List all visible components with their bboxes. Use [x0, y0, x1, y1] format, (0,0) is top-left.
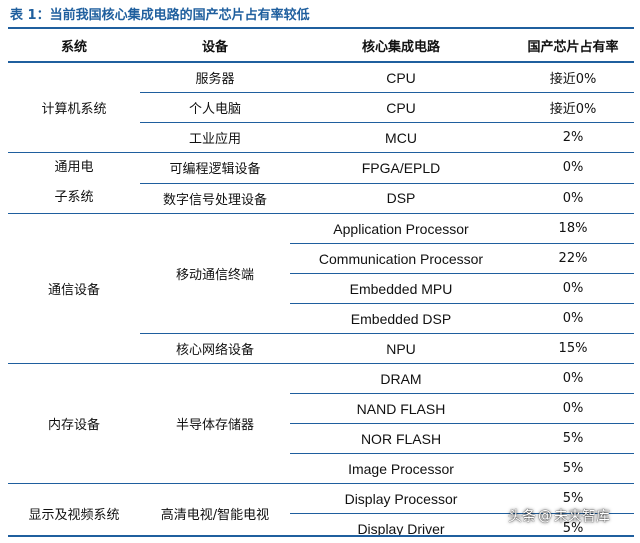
ic-cell: Communication Processor — [290, 244, 512, 274]
ic-cell: NOR FLASH — [290, 424, 512, 454]
ic-cell: Display Processor — [290, 484, 512, 514]
table-row: 内存设备 半导体存储器 DRAM 0% — [8, 364, 634, 394]
ic-cell: Display Driver — [290, 514, 512, 543]
share-cell: 0% — [512, 364, 634, 394]
share-cell: 0% — [512, 394, 634, 424]
device-cell: 数字信号处理设备 — [140, 183, 290, 214]
ic-cell: NPU — [290, 334, 512, 364]
share-cell: 0% — [512, 274, 634, 304]
device-cell: 工业应用 — [140, 123, 290, 153]
ic-cell: Application Processor — [290, 214, 512, 244]
ic-cell: CPU — [290, 62, 512, 93]
ic-cell: Embedded DSP — [290, 304, 512, 334]
table-caption: 表 1：当前我国核心集成电路的国产芯片占有率较低 — [10, 4, 310, 23]
watermark-name: 未来智库 — [554, 506, 610, 526]
device-cell: 半导体存储器 — [140, 364, 290, 484]
device-cell: 核心网络设备 — [140, 334, 290, 364]
device-cell: 移动通信终端 — [140, 214, 290, 334]
share-cell: 0% — [512, 183, 634, 214]
system-cell: 内存设备 — [8, 364, 140, 484]
device-cell: 服务器 — [140, 62, 290, 93]
share-cell: 接近0% — [512, 93, 634, 123]
share-cell: 0% — [512, 153, 634, 184]
header-domestic-share: 国产芯片占有率 — [512, 29, 634, 62]
ic-cell: DSP — [290, 183, 512, 214]
device-cell: 个人电脑 — [140, 93, 290, 123]
table-row: 通信设备 移动通信终端 Application Processor 18% — [8, 214, 634, 244]
share-cell: 15% — [512, 334, 634, 364]
ic-cell: CPU — [290, 93, 512, 123]
ic-cell: Embedded MPU — [290, 274, 512, 304]
system-cell: 通信设备 — [8, 214, 140, 364]
table-row: 通用电子系统 可编程逻辑设备 FPGA/EPLD 0% — [8, 153, 634, 184]
system-cell: 通用电子系统 — [8, 153, 140, 214]
share-cell: 2% — [512, 123, 634, 153]
header-core-ic: 核心集成电路 — [290, 29, 512, 62]
ic-cell: NAND FLASH — [290, 394, 512, 424]
share-cell: 22% — [512, 244, 634, 274]
ic-cell: FPGA/EPLD — [290, 153, 512, 184]
share-cell: 5% — [512, 424, 634, 454]
system-cell: 计算机系统 — [8, 62, 140, 153]
header-device: 设备 — [140, 29, 290, 62]
system-line-1: 通用电 — [54, 160, 93, 175]
share-cell: 0% — [512, 304, 634, 334]
device-cell: 可编程逻辑设备 — [140, 153, 290, 184]
share-cell: 18% — [512, 214, 634, 244]
ic-cell: MCU — [290, 123, 512, 153]
system-line-2: 子系统 — [54, 190, 93, 205]
watermark-at: @ — [538, 508, 552, 524]
watermark: 头条 @ 未来智库 — [508, 503, 610, 529]
share-cell: 接近0% — [512, 62, 634, 93]
table-row: 计算机系统 服务器 CPU 接近0% — [8, 62, 634, 93]
header-system: 系统 — [8, 29, 140, 62]
ic-cell: Image Processor — [290, 454, 512, 484]
ic-share-table: 系统 设备 核心集成电路 国产芯片占有率 计算机系统 服务器 CPU 接近0% … — [8, 29, 634, 543]
share-cell: 5% — [512, 454, 634, 484]
header-row: 系统 设备 核心集成电路 国产芯片占有率 — [8, 29, 634, 62]
ic-cell: DRAM — [290, 364, 512, 394]
watermark-prefix: 头条 — [508, 506, 536, 526]
